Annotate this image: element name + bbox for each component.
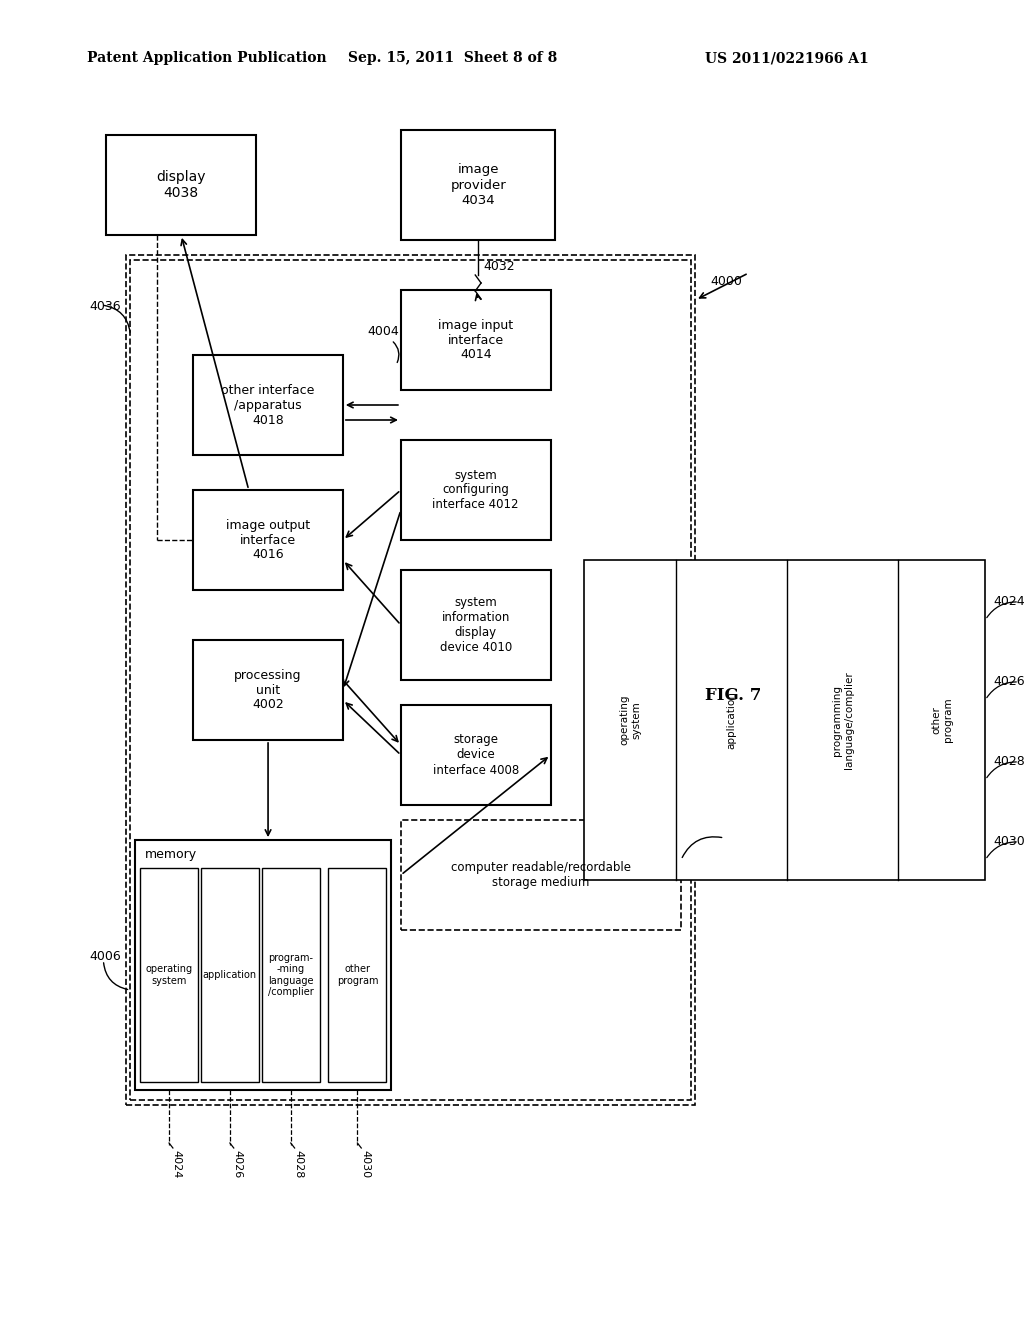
Text: FIG. 7: FIG. 7 (706, 686, 762, 704)
Bar (194, 490, 343, 590)
Bar (262, 869, 319, 1082)
Text: memory: memory (144, 847, 197, 861)
Text: operating
system: operating system (620, 694, 641, 746)
Text: other
program: other program (337, 964, 378, 986)
Bar (194, 640, 343, 741)
Bar (135, 840, 391, 1090)
Text: image input
interface
4014: image input interface 4014 (438, 318, 513, 362)
Text: 4004: 4004 (367, 325, 398, 338)
Text: 4026: 4026 (232, 1150, 243, 1179)
Text: 4024: 4024 (993, 595, 1024, 609)
Text: operating
system: operating system (145, 964, 193, 986)
Bar (585, 560, 985, 880)
Bar (194, 355, 343, 455)
Text: processing
unit
4002: processing unit 4002 (234, 668, 302, 711)
Bar (400, 440, 551, 540)
Text: display
4038: display 4038 (157, 170, 206, 201)
Bar (329, 869, 386, 1082)
Text: other
program: other program (931, 698, 952, 742)
Text: image output
interface
4016: image output interface 4016 (226, 519, 310, 561)
Bar (126, 255, 695, 1105)
Text: Patent Application Publication: Patent Application Publication (87, 51, 327, 65)
Bar (400, 705, 551, 805)
Text: 4020: 4020 (686, 830, 718, 843)
Bar (400, 290, 551, 389)
Text: programming
language/complier: programming language/complier (833, 671, 854, 768)
Text: US 2011/0221966 A1: US 2011/0221966 A1 (706, 51, 869, 65)
Text: Sep. 15, 2011  Sheet 8 of 8: Sep. 15, 2011 Sheet 8 of 8 (348, 51, 557, 65)
Bar (106, 135, 256, 235)
Text: application: application (727, 692, 736, 748)
Text: 4036: 4036 (89, 300, 121, 313)
Text: 4032: 4032 (483, 260, 515, 273)
Text: 4028: 4028 (294, 1150, 303, 1179)
Text: 4030: 4030 (993, 836, 1024, 847)
Text: image
provider
4034: image provider 4034 (451, 164, 506, 206)
Bar (400, 820, 681, 931)
Text: 4006: 4006 (89, 950, 121, 964)
Text: application: application (203, 970, 257, 979)
Text: 4026: 4026 (993, 675, 1024, 688)
Text: system
configuring
interface 4012: system configuring interface 4012 (432, 469, 519, 511)
Text: other interface
/apparatus
4018: other interface /apparatus 4018 (221, 384, 314, 426)
Bar (201, 869, 259, 1082)
Bar (400, 570, 551, 680)
Text: 4030: 4030 (360, 1150, 370, 1179)
Bar (140, 869, 198, 1082)
Text: 4028: 4028 (993, 755, 1024, 768)
Text: 4000: 4000 (710, 275, 741, 288)
Text: storage
device
interface 4008: storage device interface 4008 (432, 734, 519, 776)
Text: system
information
display
device 4010: system information display device 4010 (439, 597, 512, 653)
Text: program-
-ming
language
/complier: program- -ming language /complier (268, 953, 313, 998)
Text: 4024: 4024 (172, 1150, 182, 1179)
Bar (130, 260, 690, 1100)
Bar (400, 129, 555, 240)
Text: computer readable/recordable
storage medium: computer readable/recordable storage med… (451, 861, 631, 888)
